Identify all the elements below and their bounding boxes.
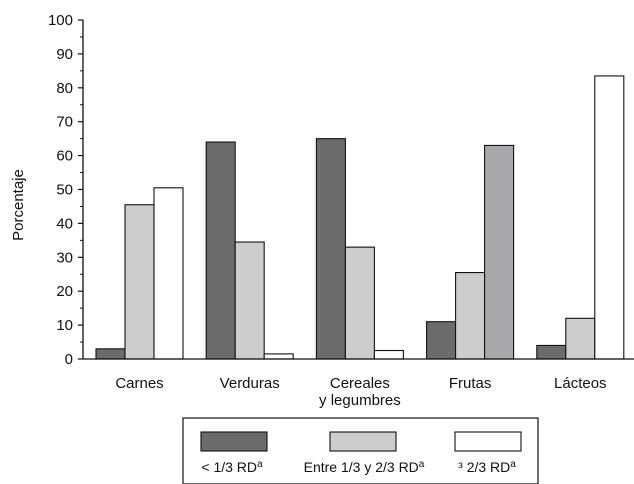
legend-swatch: [329, 431, 397, 452]
y-tick-label: 0: [65, 351, 73, 368]
bar: [124, 204, 155, 360]
legend-swatch: [200, 431, 268, 452]
bar: [344, 246, 375, 360]
y-tick-label: 10: [56, 317, 73, 334]
bar: [153, 187, 184, 360]
bars-group: [95, 75, 625, 360]
y-tick-label: 90: [56, 46, 73, 63]
legend-label-superscript: a: [510, 459, 516, 470]
y-tick-label: 70: [56, 114, 73, 131]
bar: [234, 241, 265, 360]
bar: [315, 138, 346, 360]
y-tick-label: 20: [56, 283, 73, 300]
legend-swatch: [454, 431, 522, 452]
x-category-label: Carnes: [115, 375, 163, 392]
x-category-label: Cereales: [330, 375, 390, 392]
bar: [205, 141, 236, 360]
legend-label-superscript: a: [419, 459, 425, 470]
y-tick-label: 80: [56, 80, 73, 97]
y-tick-label: 30: [56, 249, 73, 266]
bar: [373, 349, 404, 360]
bar: [484, 144, 515, 360]
y-tick-label: 50: [56, 182, 73, 199]
bar: [426, 321, 457, 360]
legend: < 1/3 RDa Entre 1/3 y 2/3 RDa ³ 2/3 RDa: [182, 417, 539, 484]
bar: [594, 75, 625, 360]
y-tick-label: 100: [48, 12, 73, 29]
bar: [95, 348, 126, 360]
legend-label: < 1/3 RDa: [201, 459, 263, 476]
bar: [455, 272, 486, 360]
x-category-label: Lácteos: [554, 375, 607, 392]
bar: [565, 317, 596, 360]
legend-label: Entre 1/3 y 2/3 RDa: [304, 459, 425, 476]
legend-label: ³ 2/3 RDa: [458, 459, 516, 476]
legend-label-superscript: a: [257, 459, 263, 470]
y-tick-label: 60: [56, 148, 73, 165]
x-category-label: y legumbres: [319, 392, 401, 409]
y-axis-label: Porcentaje: [10, 169, 27, 241]
x-category-label: Verduras: [220, 375, 280, 392]
y-tick-label: 40: [56, 215, 73, 232]
bar: [536, 344, 567, 360]
x-category-label: Frutas: [449, 375, 492, 392]
y-axis: 0 10 20 30 40 50 60 70 80 90 100: [48, 12, 84, 368]
bar: [263, 353, 294, 360]
